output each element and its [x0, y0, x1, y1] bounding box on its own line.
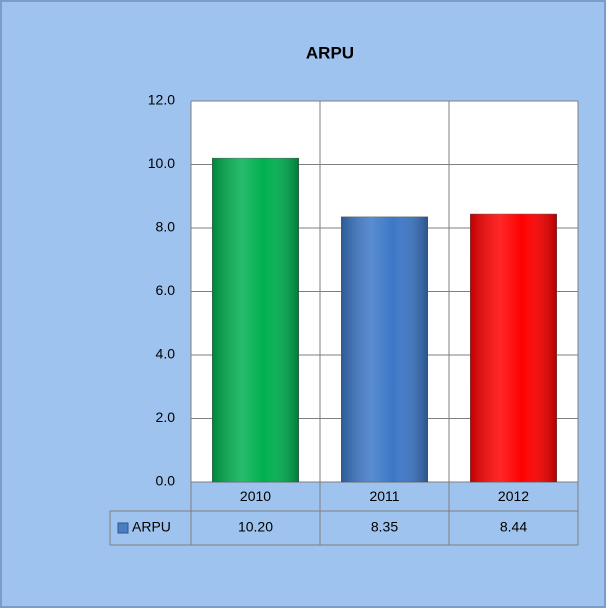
table-value: 10.20 [238, 519, 273, 535]
y-tick-label: 8.0 [156, 219, 176, 235]
x-tick-label: 2011 [369, 488, 399, 504]
bar-shine [470, 214, 557, 482]
legend-label: ARPU [132, 519, 171, 535]
y-tick-label: 10.0 [148, 155, 175, 171]
chart-title: ARPU [306, 43, 354, 62]
y-tick-label: 2.0 [156, 409, 176, 425]
table-value: 8.44 [500, 519, 527, 535]
x-tick-label: 2010 [240, 488, 271, 504]
y-tick-label: 0.0 [156, 473, 176, 489]
y-tick-label: 12.0 [148, 92, 175, 108]
y-tick-label: 4.0 [156, 346, 176, 362]
x-tick-label: 2012 [498, 488, 529, 504]
bar-shine [341, 216, 428, 482]
bar-shine [212, 158, 299, 482]
y-tick-label: 6.0 [156, 282, 176, 298]
legend-key [117, 522, 129, 534]
table-value: 8.35 [371, 519, 398, 535]
